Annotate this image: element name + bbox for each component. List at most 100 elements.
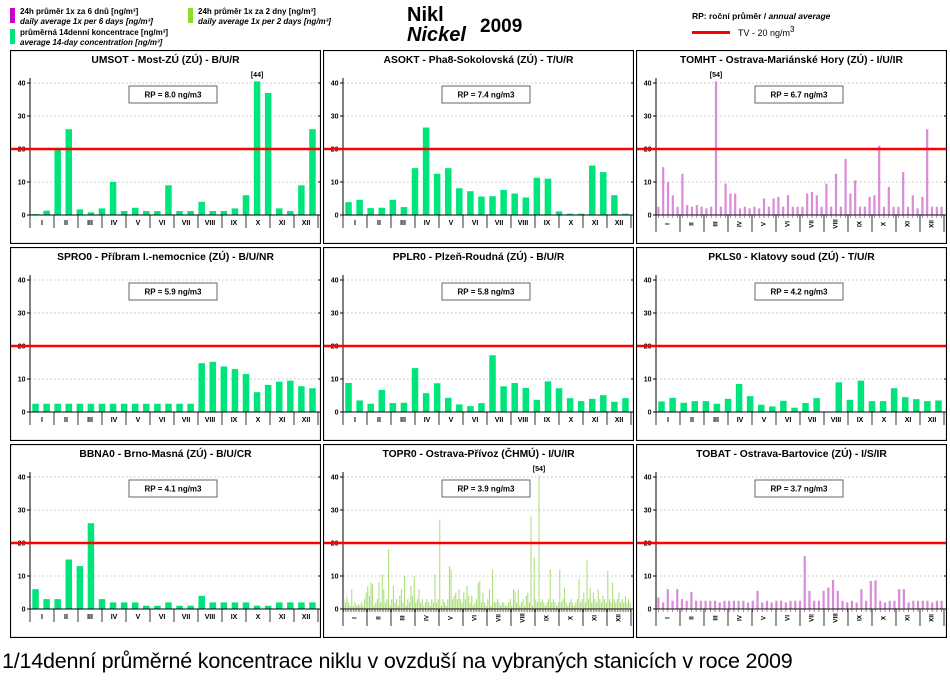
month-label: III xyxy=(713,417,719,424)
bar xyxy=(520,602,522,609)
clipped-value-annotation: [44] xyxy=(251,72,263,79)
bar xyxy=(743,206,746,215)
bar xyxy=(389,605,391,609)
bar xyxy=(467,406,474,412)
bar xyxy=(713,403,721,412)
month-label: VII xyxy=(495,220,504,227)
bar xyxy=(429,605,431,609)
bar xyxy=(65,559,73,609)
bar xyxy=(402,602,404,609)
bar xyxy=(479,580,481,609)
month-label: III xyxy=(87,614,93,621)
bar xyxy=(348,602,350,609)
bar xyxy=(666,589,669,609)
bar xyxy=(671,195,674,215)
y-tick-label: 40 xyxy=(644,81,652,88)
month-label: IV xyxy=(111,614,118,621)
bar xyxy=(930,206,934,215)
bar xyxy=(492,569,494,609)
bar xyxy=(478,196,485,215)
bar xyxy=(554,602,556,609)
bar xyxy=(359,605,361,609)
bar xyxy=(607,571,609,609)
month-label: III xyxy=(713,615,720,620)
y-tick-label: 40 xyxy=(18,475,26,482)
bar xyxy=(911,195,914,215)
chart-title: ASOKT - Pha8-Sokolovská (ZÚ) - T/U/R xyxy=(384,53,575,66)
bar xyxy=(287,211,294,215)
bar xyxy=(543,602,545,609)
month-label: VII xyxy=(182,417,191,424)
rp-label: RP = 6.7 ng/m3 xyxy=(771,91,829,100)
month-label: XII xyxy=(929,220,936,228)
bar xyxy=(530,516,532,609)
legend-2day-average: 24h průměr 1x za 2 dny [ng/m³] daily ave… xyxy=(188,7,331,26)
y-tick-label: 10 xyxy=(644,180,652,187)
bar xyxy=(54,403,61,412)
month-label: VII xyxy=(808,417,817,424)
bar xyxy=(906,206,910,215)
chart-panel: TOMHT - Ostrava-Mariánské Hory (ZÚ) - I/… xyxy=(635,49,948,245)
bar xyxy=(748,208,751,215)
chart-grid: UMSOT - Most-ZÚ (ZÚ) - B/U/R010203040RP … xyxy=(9,49,948,639)
bar xyxy=(869,580,872,609)
bar xyxy=(410,585,412,609)
month-label: XI xyxy=(279,614,286,621)
month-label: V xyxy=(761,221,768,226)
bar xyxy=(578,579,580,609)
bar xyxy=(620,602,622,609)
bar xyxy=(575,602,577,609)
chart-panel: SPRO0 - Příbram I.-nemocnice (ZÚ) - B/U/… xyxy=(9,246,322,442)
bar xyxy=(220,366,228,412)
bar xyxy=(242,602,250,609)
bar xyxy=(375,602,377,609)
bar xyxy=(898,589,901,609)
bar xyxy=(484,602,486,609)
bar xyxy=(418,589,420,609)
month-label: X xyxy=(881,221,888,226)
month-label: VI xyxy=(472,417,479,424)
y-tick-label: 0 xyxy=(22,213,26,220)
bar xyxy=(489,355,496,412)
month-label: VI xyxy=(785,221,792,227)
bar xyxy=(551,602,553,609)
bar xyxy=(602,595,604,609)
legend-14day-line1: průměrná 14denní koncentrace [ng/m³] xyxy=(20,28,169,37)
y-tick-label: 40 xyxy=(331,81,339,88)
bar xyxy=(568,602,570,609)
bar xyxy=(827,587,830,609)
chart-UMSOT: UMSOT - Most-ZÚ (ZÚ) - B/U/R010203040RP … xyxy=(9,49,322,245)
bar xyxy=(399,595,401,609)
bar xyxy=(444,397,452,412)
clipped-value-annotation: [54] xyxy=(533,466,545,473)
bar xyxy=(467,191,474,215)
bar xyxy=(623,602,625,609)
bar xyxy=(935,400,942,412)
bar xyxy=(220,602,228,609)
bar xyxy=(541,599,543,609)
month-label: XI xyxy=(905,615,912,621)
month-label: V xyxy=(136,614,141,621)
bar xyxy=(386,599,388,609)
month-label: V xyxy=(448,615,455,620)
bar xyxy=(275,208,283,215)
legend-6day-line2: daily average 1x per 6 days [ng/m³] xyxy=(20,16,153,26)
bar xyxy=(65,403,73,412)
bar xyxy=(846,602,849,609)
bar xyxy=(657,206,660,215)
bar xyxy=(728,600,731,609)
bar xyxy=(131,602,139,609)
bar xyxy=(695,600,698,609)
bar xyxy=(658,401,665,412)
bar xyxy=(378,389,386,412)
bar xyxy=(559,569,561,609)
month-label: IV xyxy=(424,417,431,424)
rp-box xyxy=(754,479,844,498)
month-label: VI xyxy=(785,417,792,424)
month-label: XII xyxy=(615,220,624,227)
bar xyxy=(931,602,934,609)
y-tick-label: 40 xyxy=(644,278,652,285)
bar xyxy=(782,206,785,215)
bar xyxy=(556,605,558,609)
bar xyxy=(671,600,674,609)
